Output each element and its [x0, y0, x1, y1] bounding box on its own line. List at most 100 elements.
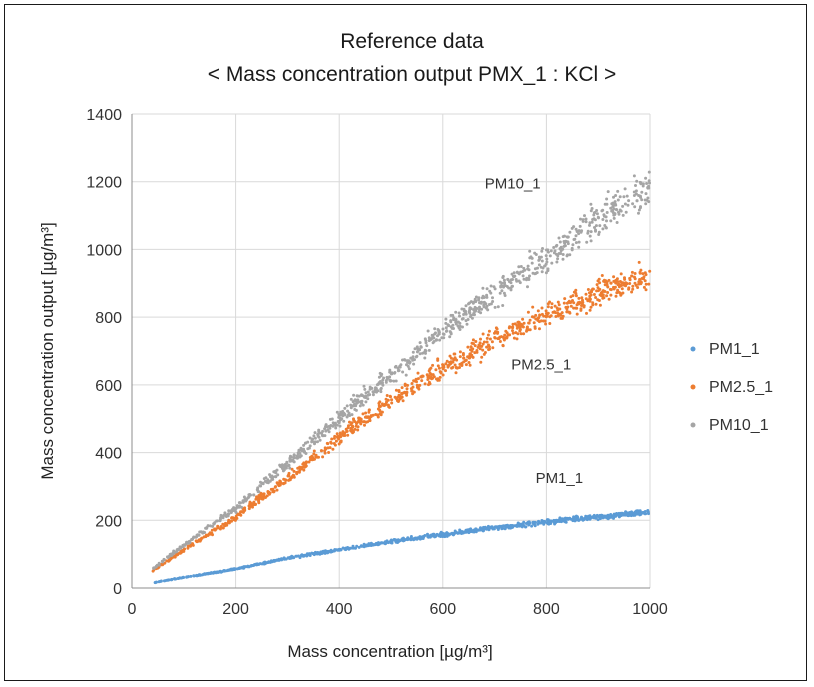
data-point [478, 528, 481, 532]
data-point [460, 363, 464, 366]
data-point [633, 205, 637, 209]
data-point [172, 550, 176, 554]
data-point [386, 403, 390, 407]
data-point [312, 434, 316, 438]
data-point [349, 406, 353, 410]
data-point [485, 304, 489, 308]
data-point [544, 309, 548, 313]
data-point [441, 373, 445, 377]
data-point [288, 557, 292, 560]
data-point [288, 459, 292, 463]
data-point [560, 311, 564, 315]
data-point [630, 290, 634, 294]
data-point [321, 455, 325, 459]
data-point [561, 257, 565, 261]
data-point [468, 355, 472, 359]
data-point [389, 541, 393, 545]
data-point [489, 284, 493, 288]
data-point [598, 287, 602, 291]
data-point [487, 329, 491, 333]
data-point [451, 365, 455, 369]
data-point [458, 328, 462, 331]
data-point [324, 447, 328, 451]
data-point [429, 533, 433, 537]
data-point [352, 393, 356, 397]
data-point [439, 370, 443, 374]
data-point [521, 274, 525, 278]
data-point [350, 413, 354, 417]
data-point [473, 313, 476, 317]
data-point [640, 198, 644, 202]
data-point [631, 287, 635, 291]
data-point [199, 530, 203, 534]
data-point [608, 514, 612, 518]
data-point [227, 518, 231, 522]
data-point [227, 509, 231, 513]
data-point [509, 288, 513, 292]
data-point [574, 241, 578, 245]
data-point [625, 281, 628, 285]
data-point [502, 278, 506, 282]
data-point [351, 544, 355, 548]
data-point [643, 512, 647, 516]
data-point [485, 293, 489, 297]
data-point [177, 577, 181, 580]
data-point [208, 531, 212, 535]
data-point [648, 269, 652, 273]
data-point [388, 368, 392, 372]
data-point [614, 194, 618, 197]
data-point [596, 279, 600, 283]
data-point [388, 394, 392, 398]
data-point [471, 301, 475, 305]
data-point [530, 256, 534, 260]
data-point [433, 327, 437, 331]
data-point [421, 535, 425, 539]
data-point [354, 404, 358, 408]
data-point [392, 379, 396, 383]
data-point [384, 402, 388, 406]
data-point [491, 296, 494, 300]
data-point [546, 302, 550, 306]
data-point [557, 303, 561, 307]
data-point [568, 253, 572, 257]
data-point [583, 214, 586, 218]
data-point [518, 328, 522, 332]
annotations: PM10_1 PM2.5_1 PM1_1 [485, 175, 583, 487]
data-point [636, 286, 640, 289]
data-point [603, 283, 607, 287]
y-tick-label: 0 [113, 581, 122, 598]
data-point [625, 194, 629, 198]
data-point [605, 197, 609, 201]
data-point [596, 518, 600, 522]
data-point [317, 435, 321, 439]
data-point [489, 291, 493, 295]
data-point [239, 566, 243, 570]
data-point [647, 282, 651, 286]
data-point [352, 417, 355, 421]
data-point [157, 563, 161, 567]
data-point [609, 219, 613, 223]
data-point [642, 285, 646, 289]
data-point [500, 525, 504, 529]
data-point [469, 345, 473, 349]
data-point [554, 315, 558, 318]
data-point [311, 437, 315, 441]
data-point [556, 257, 560, 261]
data-point [364, 400, 368, 404]
data-point [491, 526, 495, 530]
data-point [609, 281, 613, 285]
data-point [623, 187, 627, 191]
data-point [577, 229, 581, 233]
data-point [561, 314, 565, 318]
data-point [528, 256, 532, 260]
data-point [203, 572, 207, 576]
data-point [470, 316, 474, 320]
data-point [335, 410, 339, 414]
data-point [552, 310, 556, 314]
data-point [174, 577, 178, 581]
data-point [605, 211, 609, 214]
data-point [283, 478, 287, 482]
data-point [415, 354, 419, 358]
data-point [564, 239, 568, 243]
data-point [384, 397, 388, 401]
